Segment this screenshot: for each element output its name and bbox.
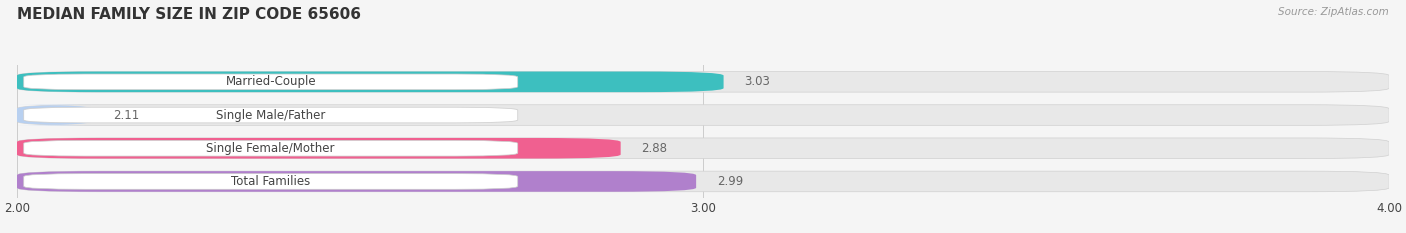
FancyBboxPatch shape	[17, 105, 1389, 125]
FancyBboxPatch shape	[17, 72, 1389, 92]
FancyBboxPatch shape	[17, 171, 696, 192]
Text: Single Female/Mother: Single Female/Mother	[207, 142, 335, 155]
Text: MEDIAN FAMILY SIZE IN ZIP CODE 65606: MEDIAN FAMILY SIZE IN ZIP CODE 65606	[17, 7, 361, 22]
FancyBboxPatch shape	[17, 138, 1389, 158]
Text: Married-Couple: Married-Couple	[225, 75, 316, 88]
FancyBboxPatch shape	[17, 138, 620, 158]
FancyBboxPatch shape	[24, 140, 517, 156]
FancyBboxPatch shape	[24, 174, 517, 189]
Text: Source: ZipAtlas.com: Source: ZipAtlas.com	[1278, 7, 1389, 17]
FancyBboxPatch shape	[17, 72, 724, 92]
Text: Single Male/Father: Single Male/Father	[217, 109, 325, 122]
Text: 2.88: 2.88	[641, 142, 668, 155]
FancyBboxPatch shape	[24, 74, 517, 90]
Text: 3.03: 3.03	[744, 75, 770, 88]
FancyBboxPatch shape	[10, 105, 100, 125]
FancyBboxPatch shape	[17, 171, 1389, 192]
Text: Total Families: Total Families	[231, 175, 311, 188]
FancyBboxPatch shape	[24, 107, 517, 123]
Text: 2.99: 2.99	[717, 175, 742, 188]
Text: 2.11: 2.11	[112, 109, 139, 122]
